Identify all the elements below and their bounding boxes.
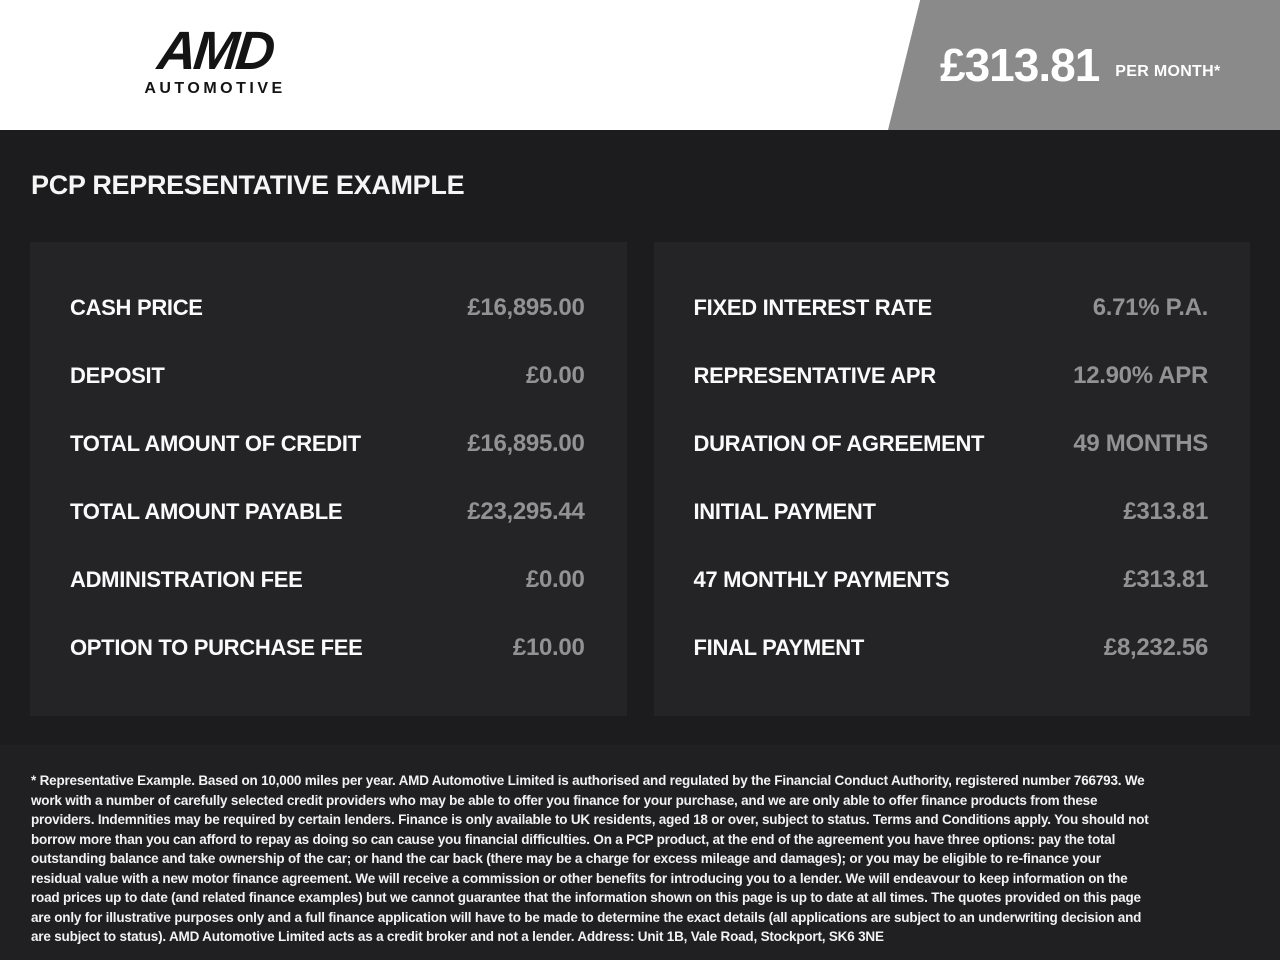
row-value: £313.81 bbox=[1123, 566, 1208, 593]
row-value: 12.90% APR bbox=[1073, 362, 1208, 389]
row-label: TOTAL AMOUNT PAYABLE bbox=[70, 499, 343, 524]
row-administration-fee: ADMINISTRATION FEE £0.00 bbox=[70, 546, 585, 614]
row-label: CASH PRICE bbox=[70, 295, 203, 320]
row-total-amount-payable: TOTAL AMOUNT PAYABLE £23,295.44 bbox=[70, 478, 585, 546]
row-monthly-payments: 47 MONTHLY PAYMENTS £313.81 bbox=[694, 546, 1209, 614]
row-label: DURATION OF AGREEMENT bbox=[693, 431, 985, 456]
row-value: £8,232.56 bbox=[1103, 634, 1208, 661]
row-option-to-purchase-fee: OPTION TO PURCHASE FEE £10.00 bbox=[70, 614, 585, 682]
row-initial-payment: INITIAL PAYMENT £313.81 bbox=[694, 478, 1209, 546]
row-duration-of-agreement: DURATION OF AGREEMENT 49 MONTHS bbox=[694, 410, 1209, 478]
amd-automotive-logo[interactable]: AMD AUTOMOTIVE bbox=[140, 21, 290, 98]
row-label: DEPOSIT bbox=[70, 363, 165, 388]
row-label: OPTION TO PURCHASE FEE bbox=[70, 635, 363, 660]
finance-panel-left: CASH PRICE £16,895.00 DEPOSIT £0.00 TOTA… bbox=[30, 242, 627, 716]
row-label: REPRESENTATIVE APR bbox=[693, 363, 937, 388]
row-representative-apr: REPRESENTATIVE APR 12.90% APR bbox=[694, 342, 1209, 410]
finance-panels: CASH PRICE £16,895.00 DEPOSIT £0.00 TOTA… bbox=[0, 242, 1280, 716]
row-label: FIXED INTEREST RATE bbox=[693, 295, 933, 320]
monthly-price-banner: £313.81 PER MONTH* bbox=[888, 0, 1280, 130]
disclaimer-text: * Representative Example. Based on 10,00… bbox=[31, 773, 1149, 944]
logo-subtitle: AUTOMOTIVE bbox=[144, 80, 286, 97]
row-value: £0.00 bbox=[525, 362, 585, 389]
row-value: 6.71% P.A. bbox=[1092, 294, 1209, 321]
row-value: £16,895.00 bbox=[467, 294, 585, 321]
page-title: PCP REPRESENTATIVE EXAMPLE bbox=[31, 170, 465, 200]
monthly-price-amount: £313.81 bbox=[940, 39, 1100, 91]
row-value: £16,895.00 bbox=[467, 430, 585, 457]
row-label: INITIAL PAYMENT bbox=[693, 499, 876, 524]
row-value: £10.00 bbox=[512, 634, 585, 661]
row-label: FINAL PAYMENT bbox=[693, 635, 865, 660]
row-value: £313.81 bbox=[1123, 498, 1208, 525]
row-final-payment: FINAL PAYMENT £8,232.56 bbox=[694, 614, 1209, 682]
disclaimer-footer: * Representative Example. Based on 10,00… bbox=[0, 745, 1280, 960]
row-cash-price: CASH PRICE £16,895.00 bbox=[70, 274, 585, 342]
row-value: 49 MONTHS bbox=[1073, 430, 1208, 457]
row-label: 47 MONTHLY PAYMENTS bbox=[693, 567, 950, 592]
row-fixed-interest-rate: FIXED INTEREST RATE 6.71% P.A. bbox=[694, 274, 1209, 342]
monthly-price-period: PER MONTH* bbox=[1115, 63, 1221, 80]
row-value: £23,295.44 bbox=[467, 498, 585, 525]
logo-wordmark: AMD bbox=[154, 21, 276, 81]
row-total-amount-of-credit: TOTAL AMOUNT OF CREDIT £16,895.00 bbox=[70, 410, 585, 478]
finance-panel-right: FIXED INTEREST RATE 6.71% P.A. REPRESENT… bbox=[653, 242, 1250, 716]
page-header: AMD AUTOMOTIVE £313.81 PER MONTH* bbox=[0, 0, 1280, 130]
row-label: ADMINISTRATION FEE bbox=[70, 567, 303, 592]
row-label: TOTAL AMOUNT OF CREDIT bbox=[70, 431, 361, 456]
row-deposit: DEPOSIT £0.00 bbox=[70, 342, 585, 410]
row-value: £0.00 bbox=[525, 566, 585, 593]
